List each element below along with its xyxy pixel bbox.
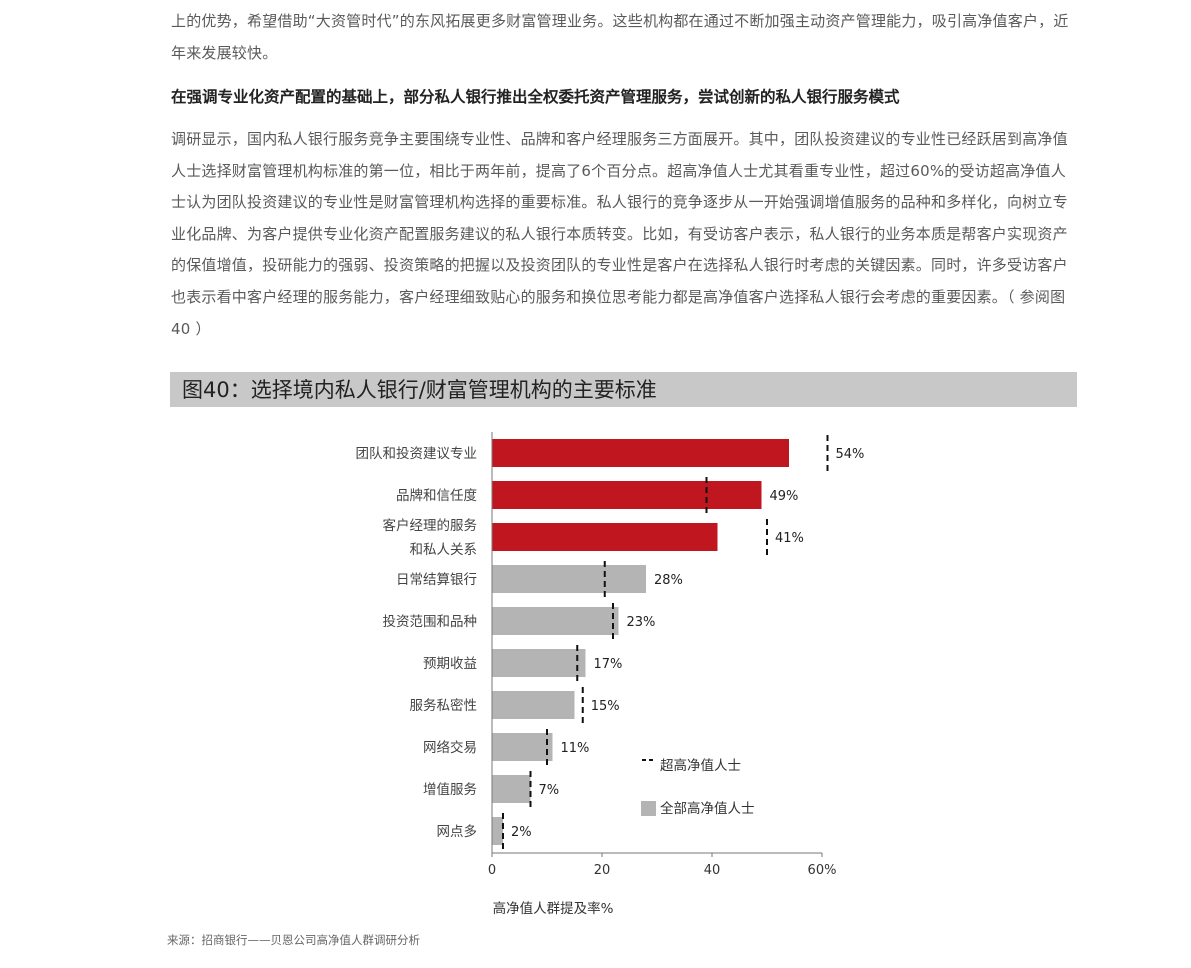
category-label: 客户经理的服务 bbox=[383, 517, 478, 534]
value-label: 7% bbox=[539, 783, 560, 798]
value-label: 23% bbox=[627, 615, 656, 630]
bar bbox=[492, 691, 575, 719]
value-label: 2% bbox=[511, 825, 532, 840]
figure-title-band: 图40：选择境内私人银行/财富管理机构的主要标准 bbox=[170, 372, 1077, 407]
source-note: 来源：招商银行——贝恩公司高净值人群调研分析 bbox=[167, 933, 420, 947]
bar bbox=[492, 733, 553, 761]
category-label: 投资范围和品种 bbox=[383, 614, 478, 630]
category-label: 增值服务 bbox=[423, 782, 477, 798]
value-label: 17% bbox=[594, 657, 623, 672]
category-label: 日常结算银行 bbox=[396, 572, 477, 588]
bar bbox=[492, 481, 762, 509]
x-tick-label: 20 bbox=[594, 863, 611, 878]
value-label: 41% bbox=[775, 531, 804, 546]
category-label: 团队和投资建议专业 bbox=[356, 446, 478, 462]
bar bbox=[492, 817, 503, 845]
legend-label: 全部高净值人士 bbox=[660, 800, 755, 817]
figure-title: 图40：选择境内私人银行/财富管理机构的主要标准 bbox=[182, 378, 657, 402]
bar bbox=[492, 649, 586, 677]
value-label: 54% bbox=[836, 447, 865, 462]
bar bbox=[492, 565, 646, 593]
bar bbox=[492, 607, 619, 635]
x-axis-title: 高净值人群提及率% bbox=[493, 900, 614, 917]
bar bbox=[492, 775, 531, 803]
legend-bar-swatch bbox=[641, 801, 656, 816]
section-heading: 在强调专业化资产配置的基础上，部分私人银行推出全权委托资产管理服务，尝试创新的私… bbox=[171, 88, 900, 106]
category-label: 网点多 bbox=[437, 823, 478, 840]
bar bbox=[492, 523, 718, 551]
value-label: 15% bbox=[591, 699, 620, 714]
legend-label: 超高净值人士 bbox=[660, 757, 741, 774]
bar bbox=[492, 439, 789, 467]
intro-paragraph: 上的优势，希望借助“大资管时代”的东风拓展更多财富管理业务。这些机构都在通过不断… bbox=[171, 12, 1069, 62]
body-paragraph: 调研显示，国内私人银行服务竞争主要围绕专业性、品牌和客户经理服务三方面展开。其中… bbox=[171, 130, 1068, 338]
category-label: 品牌和信任度 bbox=[396, 487, 477, 504]
x-tick-label: 40 bbox=[704, 863, 721, 878]
category-label: 服务私密性 bbox=[410, 697, 478, 714]
value-label: 49% bbox=[770, 489, 799, 504]
category-label: 和私人关系 bbox=[410, 542, 478, 558]
x-tick-label: 0 bbox=[488, 863, 496, 878]
x-tick-label: 60% bbox=[808, 863, 837, 878]
value-label: 28% bbox=[654, 573, 683, 588]
category-label: 网络交易 bbox=[423, 739, 477, 756]
value-label: 11% bbox=[561, 741, 590, 756]
category-label: 预期收益 bbox=[423, 656, 477, 672]
